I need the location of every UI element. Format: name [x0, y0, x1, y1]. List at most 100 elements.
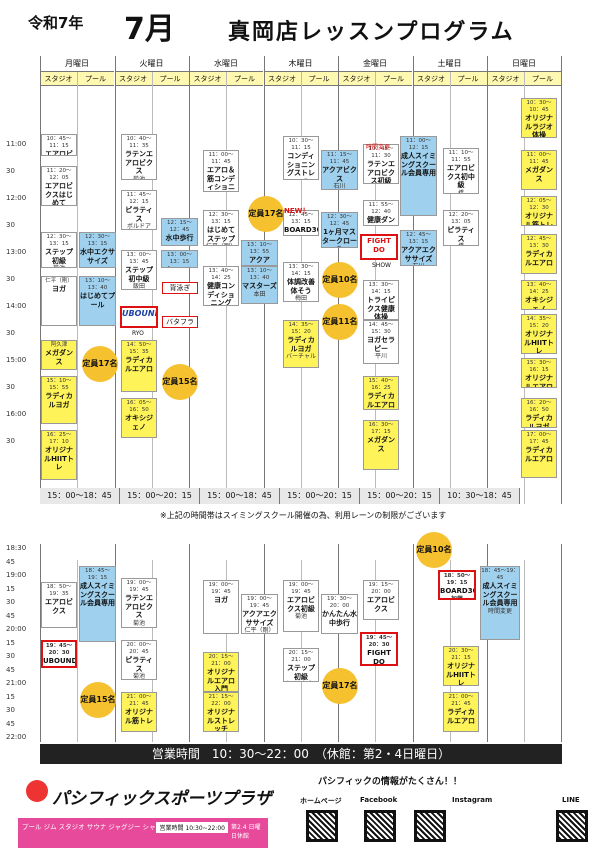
pool-instructor: 石川	[401, 263, 436, 265]
lesson-time: 11：00～11：45	[208, 152, 234, 165]
lesson-block: 13：40～14：25健康コンディショニング菅原	[203, 266, 239, 306]
lesson-time: 14：45～15：30	[368, 322, 394, 335]
time-label: 30	[6, 275, 15, 283]
pool-block: 12：45～13：15アクアエクササイズ石川	[400, 230, 437, 266]
lesson-time: 19：30～20：00	[327, 596, 352, 609]
lesson-time: 19：45～20：30	[365, 635, 393, 648]
lesson-name: オリジナルエアロ入門	[525, 373, 553, 388]
schedule-grid-daytime: 月曜日 スタジオ プール 火曜日 スタジオ プール 水曜日 スタジオ プール 木曜日 スタジオ プール…	[40, 56, 562, 504]
facebook-qr-icon[interactable]	[364, 810, 396, 842]
time-label: 30	[6, 167, 15, 175]
brand-name: パシフィックスポーツプラザ	[52, 789, 272, 809]
lesson-name: エアロビクスはじめて	[45, 181, 73, 206]
new-label: NEW！	[284, 207, 310, 215]
amenities-list: プール ジム スタジオ サウナ ジャグジー シャワー 駐車場 Wi-Fi	[22, 823, 208, 831]
time-label: 16:00	[6, 410, 27, 418]
lesson-instructor: バーチャル	[286, 353, 316, 361]
pool-name: アクアビクス	[322, 165, 357, 183]
lesson-block: 11：20～12：05エアロビクスはじめて菊池	[41, 166, 77, 206]
lesson-name: メガダンス	[45, 348, 73, 366]
instagram-qr-icon[interactable]	[414, 810, 446, 842]
line-qr-icon[interactable]	[556, 810, 588, 842]
lesson-name: コンディショニングストレッチ	[287, 151, 315, 179]
lesson-time: 11：10～11：55	[448, 150, 474, 163]
sub-header-pool: プール	[77, 72, 114, 86]
sub-header-pool: プール	[524, 72, 561, 86]
pool-time: 13：10～13：55	[247, 242, 272, 255]
pool-limit-thu: 15：00～20：15	[280, 488, 360, 504]
sub-header-studio: スタジオ	[114, 72, 152, 86]
pool-limit-wed: 15：00～18：45	[200, 488, 280, 504]
sub-header-studio: スタジオ	[338, 72, 375, 86]
pool-name: 水中エクササイズ	[80, 247, 115, 265]
lesson-time: 阿久津	[50, 342, 68, 348]
pool-block: 12：30～13：15 水中エクササイズ	[79, 232, 116, 268]
lesson-time: 20：15～21：00	[288, 650, 314, 663]
time-label: 20:00	[6, 625, 27, 633]
lesson-time: 12：30～13：15	[208, 212, 234, 225]
pool-name: 1ヶ月マスタークロール	[322, 227, 357, 247]
time-label: 45	[6, 557, 15, 566]
pool-time: 11：00～12：15	[406, 138, 431, 151]
pool-block: 11：00～12：15 成人スイミングスクール会員専用	[400, 136, 437, 216]
lesson-time: 11：00～11：45	[526, 152, 552, 165]
time-label: 15	[6, 584, 15, 593]
time-label: 19:00	[6, 571, 27, 579]
lesson-name: BOARD30	[284, 225, 319, 234]
lesson-time: 仁平（剛）	[45, 278, 73, 284]
lesson-time: 11：45～12：15	[126, 192, 152, 205]
capacity-badge: 定員10名	[322, 262, 358, 298]
lesson-block: 21：15～22：00 オリジナルストレッチ	[203, 692, 239, 732]
page-title: 真岡店レッスンプログラム	[228, 20, 515, 45]
lesson-block: 10：40～11：35 ラテンエアロビクス 菊池	[121, 134, 157, 180]
time-label: 30	[6, 437, 15, 445]
lesson-block: 13：40～14：25 オキシジェノ	[521, 280, 557, 310]
lesson-instructor: ボルドア	[126, 223, 151, 230]
lesson-name: ラテンエアロビクス	[125, 149, 153, 176]
lesson-block: 13：00～13：45 ステップ初中級 飯田	[121, 250, 157, 290]
lesson-name: オリジナル筋トレ	[525, 211, 553, 226]
pool-time: 13：10～13：40	[85, 278, 110, 291]
lesson-time: 14：50～15：35	[126, 342, 152, 355]
time-label: 15	[6, 638, 15, 647]
time-label: 21:00	[6, 679, 27, 687]
time-change-label: 時間変更	[366, 144, 391, 151]
lesson-instructor: 橋	[457, 190, 464, 194]
lesson-block: 10：30～11：15コンディショニングストレッチ仁平（剛）	[283, 136, 319, 180]
pool-name: アクア	[249, 255, 270, 264]
lesson-block: 11：10～11：55 エアロビクス初中級橋	[443, 148, 479, 194]
time-label: 13:00	[6, 248, 27, 256]
lesson-block: 19：00～19：45 ラテンエアロビクス 菊池	[121, 578, 157, 628]
pool-name: アクアエクササイズ	[401, 245, 436, 263]
lesson-time: 18：50～19：15	[443, 573, 471, 586]
column-divider	[561, 56, 562, 504]
social-label-line: LINE	[562, 796, 580, 804]
sub-header-studio: スタジオ	[412, 72, 450, 86]
lesson-name: はじめてステップ	[207, 225, 235, 243]
lesson-time: 11：55～12：40	[368, 202, 394, 215]
day-header: 金曜日	[338, 56, 412, 72]
column-divider	[40, 544, 41, 742]
ubound-instructor: RYO	[132, 330, 144, 337]
day-header: 火曜日	[114, 56, 189, 72]
capacity-badge: 定員10名	[416, 532, 452, 568]
lesson-block: 18：45～19：45 成人スイミングスクール会員専用 時間変更	[480, 566, 520, 640]
subcolumn-divider	[226, 560, 227, 742]
sub-header-pool: プール	[449, 72, 487, 86]
capacity-badge: 定員15名	[80, 682, 116, 718]
lesson-name: ラディカルエアロ	[125, 355, 153, 373]
time-label: 30	[6, 598, 15, 606]
homepage-qr-icon[interactable]	[306, 810, 338, 842]
lesson-block: 19：30～20：00 かんたん水中歩行	[321, 594, 358, 634]
lesson-name: ステップ初中級	[125, 265, 153, 283]
pool-instructor: 石川	[333, 183, 346, 190]
lesson-name: ピラティス	[125, 655, 153, 673]
sub-header-studio: スタジオ	[189, 72, 226, 86]
pool-block: 13：10～13：40 マスターズ 本田	[241, 266, 278, 304]
lesson-block: 12：45～13：30 ラディカルエアロ	[521, 234, 557, 274]
lesson-block: 21：00～21：45 オリジナル筋トレ	[121, 692, 157, 732]
lesson-name: BOARD30	[440, 586, 476, 595]
time-label: 14:00	[6, 302, 27, 310]
pool-block: 13：00～13：15クロール	[161, 250, 198, 268]
